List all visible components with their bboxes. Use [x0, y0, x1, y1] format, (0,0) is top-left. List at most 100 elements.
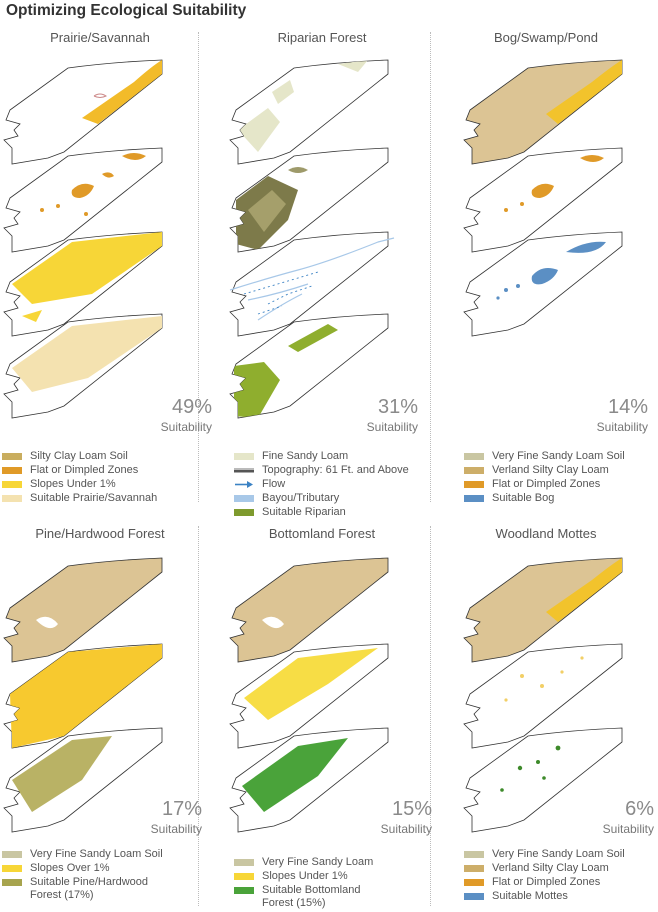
suitability-percent: 49% — [171, 396, 212, 418]
legend-swatch — [2, 481, 22, 488]
suitability-percent: 6% — [625, 798, 654, 820]
map-layer-soil — [3, 59, 163, 165]
legend-swatch — [464, 879, 484, 886]
legend-label: Very Fine Sandy Loam Soil — [30, 848, 163, 860]
panel-riparian-forest: Riparian Forest — [222, 28, 440, 518]
legend-swatch — [2, 453, 22, 460]
legend-item: Suitable Bottomland Forest (15%) — [234, 884, 439, 910]
legend-item: Flat or Dimpled Zones — [464, 876, 658, 889]
map-layer-slopes — [3, 643, 163, 749]
map-layer-soil — [3, 557, 163, 663]
legend-label: Very Fine Sandy Loam Soil — [492, 848, 625, 860]
legend: Very Fine Sandy Loam Soil Verland Silty … — [464, 848, 658, 904]
legend-item: Slopes Under 1% — [234, 870, 439, 883]
legend-item: Verland Silty Clay Loam — [464, 464, 658, 477]
map-layer-soil — [463, 557, 623, 663]
map-layer-suitable-prairie — [3, 313, 163, 419]
legend-swatch — [234, 859, 254, 866]
column-divider — [198, 526, 199, 906]
legend-label: Very Fine Sandy Loam — [262, 856, 374, 868]
panel-title: Woodland Mottes — [495, 526, 597, 541]
map-layer-flat-zones — [463, 147, 623, 253]
map-layer-fine-sandy-loam — [229, 59, 389, 165]
suitability-percent: 31% — [377, 396, 418, 418]
panel-title: Pine/Hardwood Forest — [35, 526, 165, 541]
legend-item: Very Fine Sandy Loam — [234, 856, 439, 869]
legend-item: Verland Silty Clay Loam — [464, 862, 658, 875]
legend-label: Flow — [262, 478, 286, 490]
map-layer-suitable-pine — [3, 727, 163, 833]
legend-swatch — [234, 873, 254, 880]
legend-swatch — [2, 879, 22, 886]
legend-label: Silty Clay Loam Soil — [30, 450, 128, 462]
legend-item: Flow — [234, 478, 439, 491]
legend-label: Verland Silty Clay Loam — [492, 862, 609, 874]
panel-woodland-mottes: Woodland Mottes 6% Suitability Very Fine… — [440, 526, 658, 906]
legend-label: Suitable Prairie/Savannah — [30, 492, 158, 504]
suitability-label: Suitability — [596, 420, 648, 434]
suitability-label: Suitability — [160, 420, 212, 434]
panel-pine-hardwood-forest: Pine/Hardwood Forest 17% Suitability Ver… — [0, 526, 218, 906]
map-layer-soil — [229, 557, 389, 663]
panel-title: Bog/Swamp/Pond — [493, 30, 599, 45]
legend-label: Very Fine Sandy Loam Soil — [492, 450, 625, 462]
suitability-label: Suitability — [150, 822, 202, 836]
legend: Fine Sandy Loam Topography: 61 Ft. and A… — [234, 450, 439, 520]
panel-title: Riparian Forest — [277, 30, 367, 45]
legend-swatch — [234, 887, 254, 894]
legend-item: Flat or Dimpled Zones — [2, 464, 207, 477]
legend-label: Verland Silty Clay Loam — [492, 464, 609, 476]
panel-title: Bottomland Forest — [268, 526, 376, 541]
suitability-label: Suitability — [366, 420, 418, 434]
legend-item: Fine Sandy Loam — [234, 450, 439, 463]
legend-label: Suitable Pine/Hardwood Forest (17%) — [30, 876, 149, 901]
legend-item: Suitable Mottes — [464, 890, 658, 903]
flow-arrow-icon — [234, 480, 254, 489]
legend-swatch — [234, 466, 254, 475]
column-divider — [430, 526, 431, 906]
legend-label: Suitable Mottes — [492, 890, 568, 902]
suitability-label: Suitability — [380, 822, 432, 836]
legend-label: Suitable Bottomland Forest (15%) — [262, 884, 361, 909]
legend-label: Flat or Dimpled Zones — [30, 464, 139, 476]
map-layer-suitable-bottomland — [229, 727, 389, 833]
panel-prairie-savannah: Prairie/Savannah 49% Suitability Silty C… — [0, 28, 218, 508]
suitability-percent: 14% — [607, 396, 648, 418]
legend-swatch — [464, 481, 484, 488]
legend: Silty Clay Loam Soil Flat or Dimpled Zon… — [2, 450, 207, 506]
legend-label: Slopes Under 1% — [30, 478, 116, 490]
legend-item: Very Fine Sandy Loam Soil — [464, 450, 658, 463]
map-layer-flat-zones — [463, 643, 623, 749]
legend: Very Fine Sandy Loam Soil Slopes Over 1%… — [2, 848, 207, 903]
suitability-percent: 17% — [161, 798, 202, 820]
legend-label: Slopes Under 1% — [262, 870, 348, 882]
legend-label: Flat or Dimpled Zones — [492, 478, 601, 490]
legend-item: Topography: 61 Ft. and Above — [234, 464, 439, 477]
legend-swatch — [464, 453, 484, 460]
legend-swatch — [2, 495, 22, 502]
legend-label: Slopes Over 1% — [30, 862, 110, 874]
legend-item: Suitable Pine/Hardwood Forest (17%) — [2, 876, 207, 902]
legend-label: Fine Sandy Loam — [262, 450, 349, 462]
map-layer-flow-bayou — [229, 231, 395, 337]
legend-item: Very Fine Sandy Loam Soil — [2, 848, 207, 861]
legend-swatch — [2, 467, 22, 474]
map-layer-slopes — [3, 231, 163, 337]
map-layer-suitable-riparian — [229, 313, 389, 419]
legend-item: Slopes Over 1% — [2, 862, 207, 875]
legend-swatch — [234, 495, 254, 502]
legend-swatch — [464, 495, 484, 502]
panel-bottomland-forest: Bottomland Forest 15% Suitability Very F… — [222, 526, 440, 909]
legend-label: Bayou/Tributary — [262, 492, 340, 504]
map-layer-suitable-bog — [463, 231, 623, 337]
map-layer-topography — [229, 147, 389, 253]
legend: Very Fine Sandy Loam Soil Verland Silty … — [464, 450, 658, 506]
legend: Very Fine Sandy Loam Slopes Under 1% Sui… — [234, 856, 439, 911]
legend-swatch — [464, 865, 484, 872]
legend-item: Flat or Dimpled Zones — [464, 478, 658, 491]
legend-item: Silty Clay Loam Soil — [2, 450, 207, 463]
legend-item: Suitable Prairie/Savannah — [2, 492, 207, 505]
legend-label: Topography: 61 Ft. and Above — [262, 464, 409, 476]
suitability-percent: 15% — [391, 798, 432, 820]
legend-item: Slopes Under 1% — [2, 478, 207, 491]
